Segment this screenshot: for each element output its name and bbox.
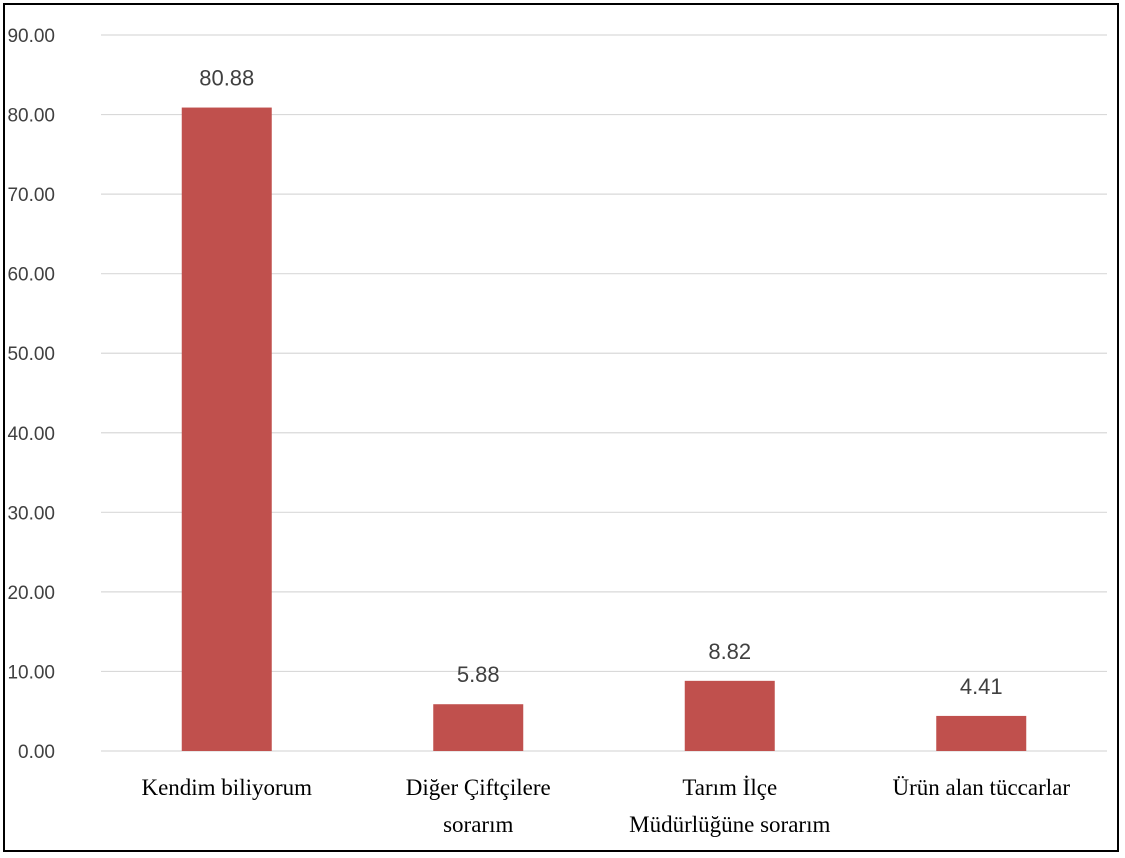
y-tick-label: 90.00 <box>7 26 55 47</box>
data-label: 8.82 <box>708 639 751 664</box>
data-labels: 80.88 5.88 8.82 4.41 <box>199 66 1002 699</box>
y-tick-label: 40.00 <box>7 424 55 445</box>
y-tick-label: 70.00 <box>7 185 55 206</box>
x-category-label: Tarım İlçe <box>682 775 777 800</box>
y-tick-label: 10.00 <box>7 662 55 683</box>
data-label: 80.88 <box>199 66 254 91</box>
y-axis-ticks: 0.00 10.00 20.00 30.00 40.00 50.00 60.00 70.00 8… <box>7 26 55 763</box>
y-tick-label: 80.00 <box>7 106 55 127</box>
x-category-label: Kendim biliyorum <box>141 775 312 800</box>
data-label: 5.88 <box>457 662 500 687</box>
bar <box>936 715 1027 751</box>
chart-frame: 0.00 10.00 20.00 30.00 40.00 50.00 60.00 70.00 8… <box>3 3 1119 852</box>
bar-chart: 0.00 10.00 20.00 30.00 40.00 50.00 60.00 70.00 8… <box>7 26 1107 837</box>
x-axis-categories: Kendim biliyorum Diğer Çiftçilere sorarım T… <box>141 775 1070 837</box>
y-tick-label: 30.00 <box>7 503 55 524</box>
x-category-label: Ürün alan tüccarlar <box>892 775 1070 800</box>
bar <box>181 107 272 751</box>
y-tick-label: 20.00 <box>7 583 55 604</box>
x-category-label: Müdürlüğüne sorarım <box>629 812 830 837</box>
y-tick-label: 50.00 <box>7 344 55 365</box>
bar <box>684 680 775 751</box>
x-category-label: sorarım <box>443 812 513 837</box>
y-tick-label: 60.00 <box>7 265 55 286</box>
bars <box>181 107 1027 751</box>
bar <box>433 704 524 751</box>
data-label: 4.41 <box>960 674 1003 699</box>
y-tick-label: 0.00 <box>18 742 55 763</box>
x-category-label: Diğer Çiftçilere <box>406 775 551 800</box>
